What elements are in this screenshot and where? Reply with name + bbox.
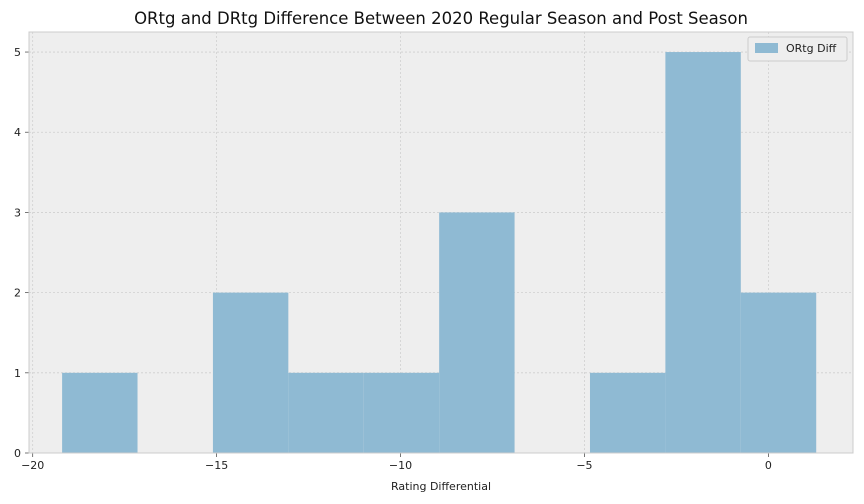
- histogram-bar: [363, 372, 440, 453]
- histogram-bar: [589, 372, 666, 453]
- y-axis-ticks: 0 1 2 3 4 5: [14, 46, 29, 460]
- x-tick-label: 0: [765, 459, 772, 472]
- chart-title: ORtg and DRtg Difference Between 2020 Re…: [134, 9, 748, 28]
- histogram-bar: [62, 372, 138, 453]
- x-tick-label: −5: [576, 459, 592, 472]
- histogram-bar: [439, 212, 515, 453]
- y-tick-label: 2: [14, 287, 21, 300]
- y-tick-label: 5: [14, 46, 21, 59]
- x-tick-label: −15: [205, 459, 228, 472]
- histogram-bars: [62, 52, 817, 454]
- legend: ORtg Diff: [747, 36, 848, 62]
- histogram-bar: [288, 372, 364, 453]
- y-tick-label: 4: [14, 126, 21, 139]
- legend-swatch: [755, 43, 778, 53]
- x-axis-label: Rating Differential: [391, 480, 491, 493]
- y-tick-label: 0: [14, 447, 21, 460]
- x-tick-label: −20: [21, 459, 44, 472]
- plot-frame: [28, 31, 854, 454]
- x-axis-ticks: −20 −15 −10 −5 0: [21, 453, 772, 472]
- y-tick-label: 3: [14, 206, 21, 219]
- histogram-bar: [212, 292, 289, 453]
- legend-label: ORtg Diff: [786, 42, 837, 55]
- x-tick-label: −10: [389, 459, 412, 472]
- histogram-bar: [665, 52, 741, 454]
- y-tick-label: 1: [14, 367, 21, 380]
- histogram-bar: [740, 292, 817, 453]
